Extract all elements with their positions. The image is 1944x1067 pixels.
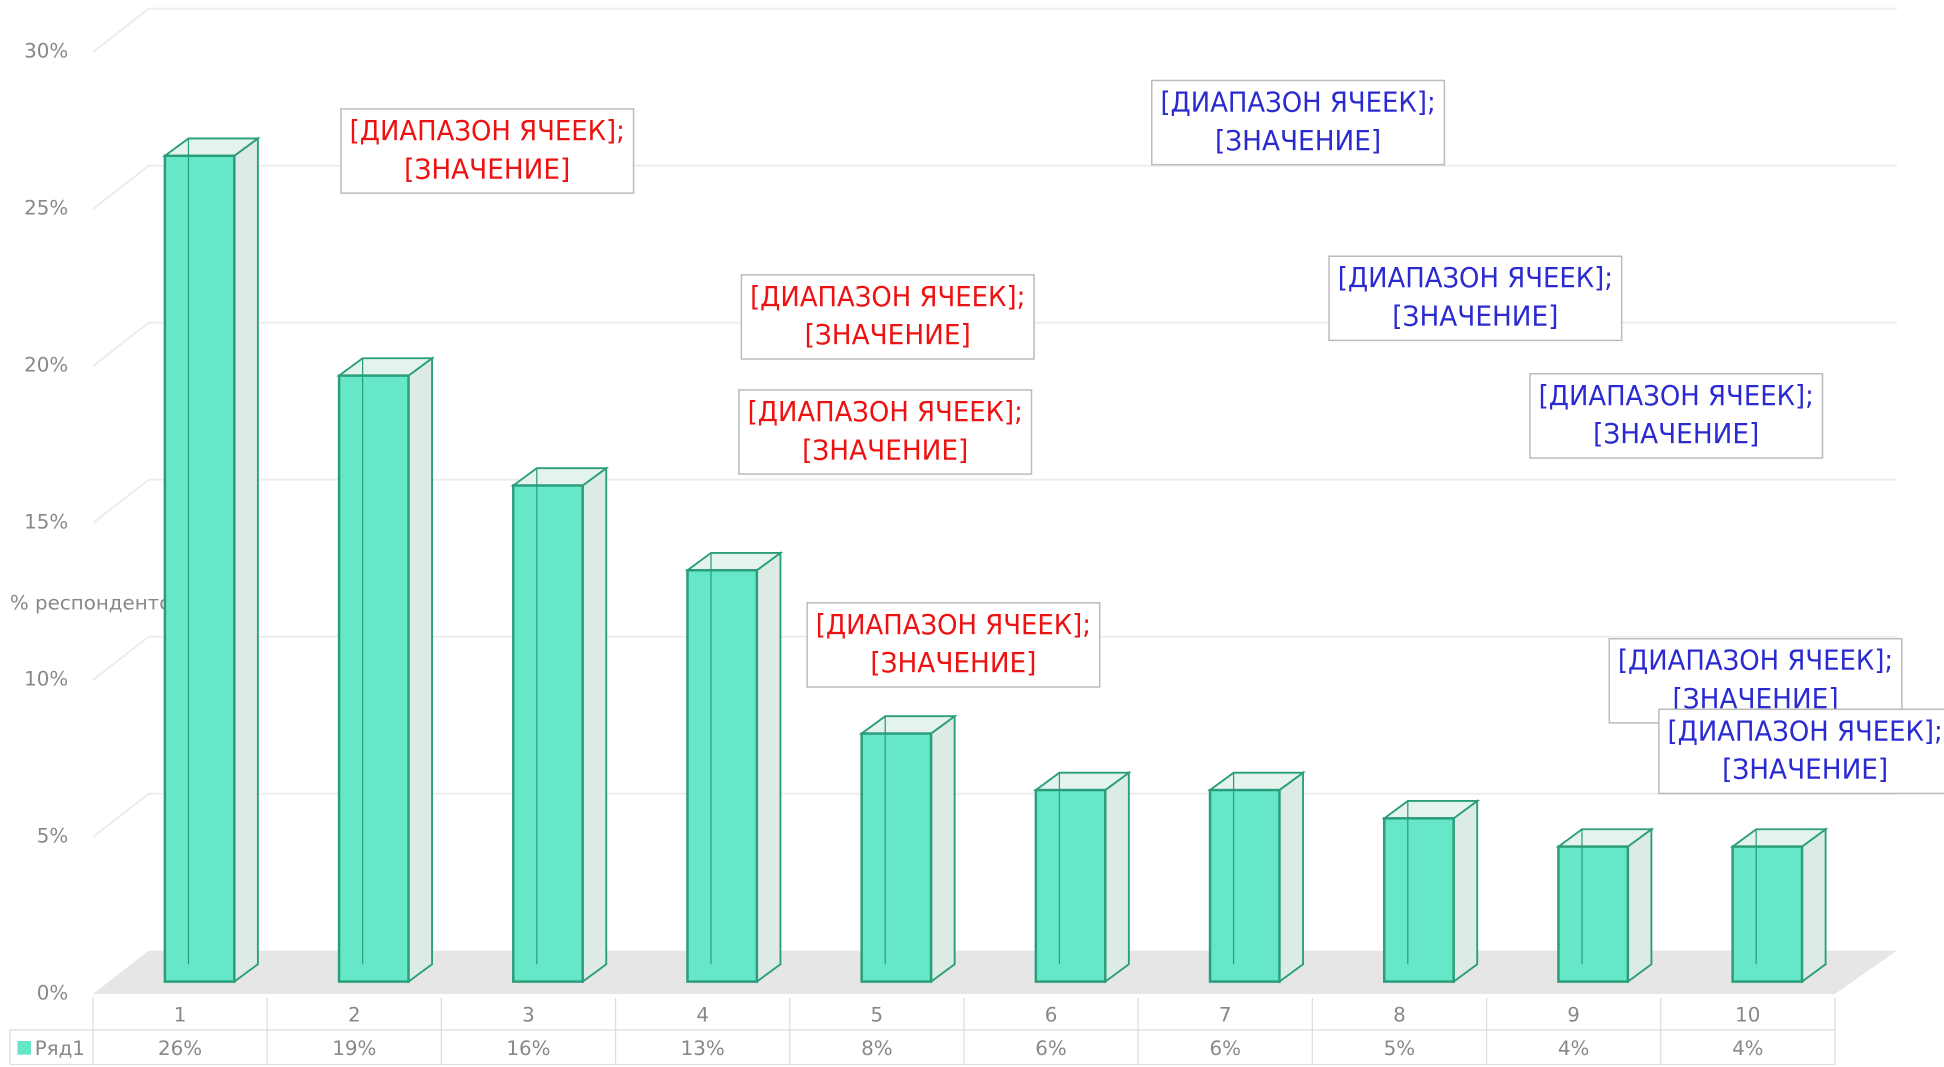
grid-line xyxy=(92,478,1897,524)
table-value: 13% xyxy=(681,1037,725,1060)
annotation-text: [ДИАПАЗОН ЯЧЕЕК]; xyxy=(750,282,1025,313)
annotation-text: [ДИАПАЗОН ЯЧЕЕК]; xyxy=(1668,716,1943,747)
annotation-text: [ДИАПАЗОН ЯЧЕЕК]; xyxy=(1618,646,1893,677)
bar xyxy=(684,551,784,984)
annotation-box xyxy=(1658,708,1944,795)
table-value: 16% xyxy=(506,1037,550,1060)
grid-line xyxy=(92,635,1897,681)
x-tick-label: 4 xyxy=(696,1004,709,1027)
annotation-text: [ДИАПАЗОН ЯЧЕЕК]; xyxy=(1539,381,1814,412)
bar-front xyxy=(1731,845,1804,983)
bar xyxy=(1033,770,1132,984)
bar-front xyxy=(337,374,410,983)
annotation-text: [ЗНАЧЕНИЕ] xyxy=(802,435,968,466)
bar-front xyxy=(860,732,933,983)
annotation-box xyxy=(738,389,1033,475)
grid-line xyxy=(92,321,1897,367)
x-tick-label: 5 xyxy=(871,1004,884,1027)
bar-side xyxy=(1104,770,1130,984)
grid-line xyxy=(92,792,1897,838)
grid-line xyxy=(92,7,1897,53)
bar xyxy=(162,136,261,984)
bar-front xyxy=(1208,788,1281,983)
bar-side xyxy=(930,714,956,984)
bar-side xyxy=(1626,827,1653,984)
table-value: 5% xyxy=(1384,1037,1415,1060)
y-axis-label: % респондентов xyxy=(10,592,183,615)
annotation-text: [ЗНАЧЕНИЕ] xyxy=(870,648,1036,679)
table-value: 19% xyxy=(332,1037,376,1060)
bar xyxy=(1729,827,1829,984)
legend-swatch xyxy=(17,1041,31,1055)
annotation-box xyxy=(1529,373,1824,459)
y-tick-label: 30% xyxy=(24,39,68,62)
x-tick-label: 7 xyxy=(1219,1004,1232,1027)
x-tick-label: 6 xyxy=(1045,1004,1058,1027)
annotation-box xyxy=(806,602,1101,688)
annotation-text: [ДИАПАЗОН ЯЧЕЕК]; xyxy=(1160,87,1435,118)
bar-side xyxy=(581,466,608,984)
y-tick-label: 5% xyxy=(37,824,68,847)
bar-side xyxy=(755,551,782,984)
x-tick-label: 10 xyxy=(1735,1004,1760,1027)
annotation-box xyxy=(1151,79,1446,166)
legend-label: Ряд1 xyxy=(35,1037,85,1060)
annotation-text: [ЗНАЧЕНИЕ] xyxy=(404,154,570,185)
annotation-text: [ДИАПАЗОН ЯЧЕЕК]; xyxy=(748,397,1023,428)
x-tick-label: 2 xyxy=(348,1004,361,1027)
bar-front xyxy=(163,154,236,983)
bar xyxy=(1381,799,1481,984)
bar xyxy=(1207,770,1306,984)
bar-side xyxy=(1801,827,1827,984)
annotation-box xyxy=(1328,255,1623,342)
table-value: 4% xyxy=(1732,1037,1763,1060)
annotation-text: [ЗНАЧЕНИЕ] xyxy=(1593,419,1759,450)
table-value: 26% xyxy=(158,1037,202,1060)
bar-side xyxy=(407,356,433,984)
bar-front xyxy=(1034,788,1107,983)
table-value: 6% xyxy=(1035,1037,1066,1060)
bar xyxy=(510,466,610,984)
x-tick-label: 8 xyxy=(1393,1004,1406,1027)
bar xyxy=(858,714,958,984)
annotation-text: [ДИАПАЗОН ЯЧЕЕК]; xyxy=(350,116,625,147)
y-tick-label: 15% xyxy=(24,510,68,533)
annotation-text: [ДИАПАЗОН ЯЧЕЕК]; xyxy=(816,610,1091,641)
annotation-box xyxy=(740,274,1035,360)
y-tick-label: 25% xyxy=(24,196,68,219)
grid-line xyxy=(92,164,1897,210)
bar xyxy=(336,356,435,984)
bar xyxy=(1555,827,1655,984)
bar-front xyxy=(1557,845,1630,983)
bar-front xyxy=(686,569,759,983)
annotation-text: [ЗНАЧЕНИЕ] xyxy=(1722,755,1888,786)
bar-side xyxy=(1278,770,1304,984)
y-tick-label: 0% xyxy=(37,981,68,1004)
annotation-text: [ЗНАЧЕНИЕ] xyxy=(1215,126,1381,157)
x-tick-label: 1 xyxy=(174,1004,187,1027)
annotation-box xyxy=(340,108,635,194)
table-value: 6% xyxy=(1209,1037,1240,1060)
annotation-text: [ЗНАЧЕНИЕ] xyxy=(1392,302,1558,333)
bar-side xyxy=(233,136,259,984)
y-tick-label: 20% xyxy=(24,353,68,376)
bar-side xyxy=(1452,799,1479,984)
table-value: 4% xyxy=(1558,1037,1589,1060)
bar-front xyxy=(512,484,584,983)
table-value: 8% xyxy=(861,1037,892,1060)
annotation-text: [ДИАПАЗОН ЯЧЕЕК]; xyxy=(1338,263,1613,294)
y-tick-label: 10% xyxy=(24,667,68,690)
bar-front xyxy=(1382,817,1455,983)
annotation-text: [ЗНАЧЕНИЕ] xyxy=(805,320,971,351)
x-tick-label: 3 xyxy=(522,1004,535,1027)
x-tick-label: 9 xyxy=(1567,1004,1580,1027)
